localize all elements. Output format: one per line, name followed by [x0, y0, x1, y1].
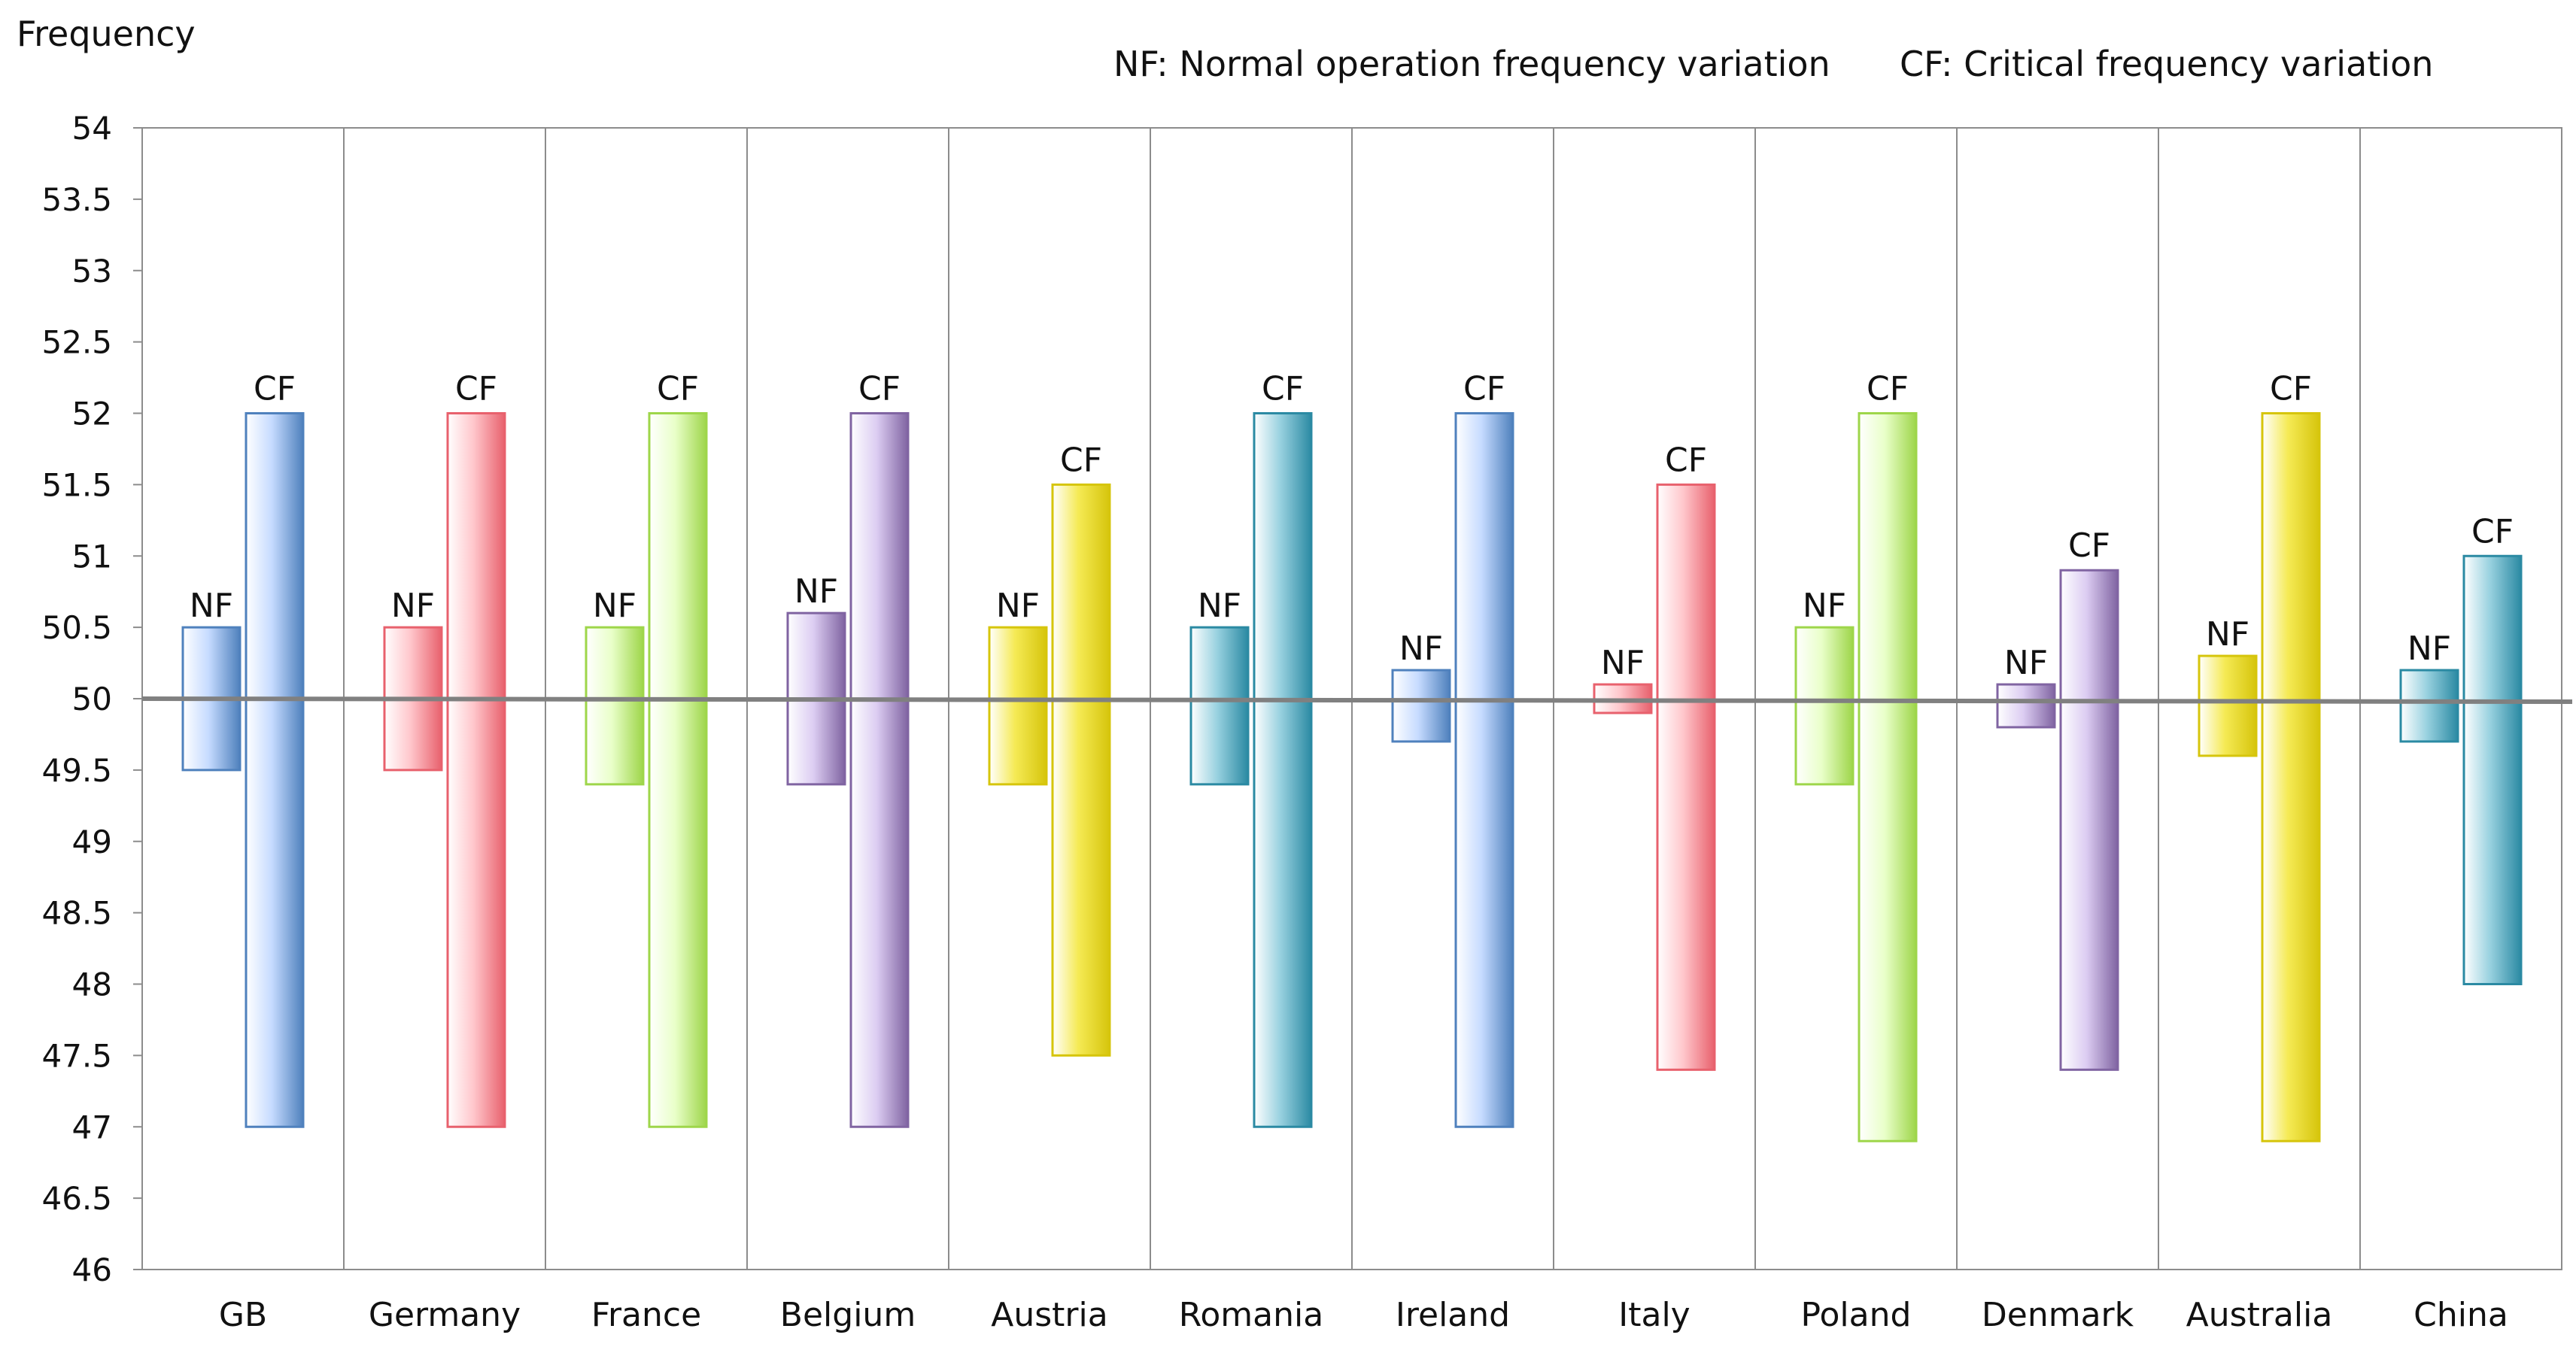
- y-tick-label: 49: [72, 824, 112, 860]
- y-tick-label: 47.5: [41, 1037, 112, 1074]
- nf-bar-austria: [988, 626, 1048, 786]
- x-tick-label-italy: Italy: [1618, 1296, 1690, 1334]
- y-tick-label: 53.5: [41, 181, 112, 218]
- nf-label: NF: [1601, 644, 1645, 682]
- cf-bar-ireland: [1454, 412, 1514, 1128]
- cf-bar-romania: [1253, 412, 1313, 1128]
- y-tick-label: 51: [72, 538, 112, 575]
- y-axis-title: Frequency: [17, 14, 196, 54]
- cf-label: CF: [1262, 370, 1304, 408]
- x-tick-label-romania: Romania: [1179, 1296, 1323, 1334]
- cf-label: CF: [2068, 526, 2110, 565]
- x-tick-label-denmark: Denmark: [1982, 1296, 2134, 1334]
- nf-bar-china: [2399, 669, 2459, 743]
- reference-line: [141, 696, 2573, 704]
- cf-bar-denmark: [2059, 569, 2119, 1071]
- cf-label: CF: [858, 370, 901, 408]
- y-tick-label: 49.5: [41, 752, 112, 789]
- cf-label: CF: [1867, 370, 1909, 408]
- y-tick-label: 48.5: [41, 895, 112, 932]
- cf-bar-austria: [1051, 483, 1111, 1057]
- x-tick-label-ireland: Ireland: [1396, 1296, 1510, 1334]
- y-tick-label: 47: [72, 1109, 112, 1145]
- y-tick-label: 50.5: [41, 609, 112, 646]
- y-tick-label: 54: [72, 110, 112, 147]
- cf-bar-gb: [245, 412, 305, 1128]
- cf-label: CF: [1463, 370, 1505, 408]
- y-tick-label: 48: [72, 966, 112, 1003]
- nf-bar-romania: [1189, 626, 1250, 786]
- reference-line-group: [141, 696, 2573, 704]
- nf-label: NF: [996, 587, 1040, 625]
- cf-bar-italy: [1656, 483, 1716, 1071]
- nf-label: NF: [2407, 629, 2451, 668]
- cf-bar-china: [2462, 554, 2523, 985]
- nf-bar-poland: [1794, 626, 1855, 786]
- nf-label: NF: [1399, 629, 1443, 668]
- nf-label: NF: [593, 587, 636, 625]
- x-tick-label-china: China: [2413, 1296, 2508, 1334]
- legend-cf: CF: Critical frequency variation: [1900, 44, 2434, 84]
- cf-bar-australia: [2261, 412, 2321, 1142]
- nf-label: NF: [1198, 587, 1241, 625]
- cf-label: CF: [2471, 512, 2514, 551]
- nf-label: NF: [2004, 644, 2048, 682]
- x-tick-label-germany: Germany: [369, 1296, 521, 1334]
- x-tick-label-austria: Austria: [991, 1296, 1107, 1334]
- cf-label: CF: [657, 370, 699, 408]
- cf-label: CF: [455, 370, 497, 408]
- x-tick-label-france: France: [591, 1296, 701, 1334]
- cf-bar-france: [648, 412, 708, 1128]
- legend-nf: NF: Normal operation frequency variation: [1113, 44, 1830, 84]
- y-tick-label: 50: [72, 681, 112, 717]
- nf-label: NF: [794, 572, 838, 611]
- y-axis: 46 46.5 47 47.5 48 48.5 49 49.5 50 50.5 51 51.5 52 52…: [41, 110, 142, 1288]
- x-tick-label-belgium: Belgium: [780, 1296, 916, 1334]
- x-axis: GB Germany France Belgium Austria Romania Irel…: [219, 1296, 2508, 1334]
- cf-label: CF: [1060, 441, 1102, 479]
- y-tick-label: 51.5: [41, 466, 112, 503]
- cf-bar-germany: [446, 412, 506, 1128]
- y-tick-label: 46.5: [41, 1180, 112, 1217]
- nf-bar-australia: [2198, 654, 2258, 757]
- cf-bar-belgium: [849, 412, 910, 1128]
- nf-bar-ireland: [1391, 669, 1451, 743]
- nf-label: NF: [391, 587, 435, 625]
- nf-label: NF: [1803, 587, 1846, 625]
- nf-label: NF: [190, 587, 233, 625]
- cf-label: CF: [1665, 441, 1707, 479]
- x-tick-label-australia: Australia: [2186, 1296, 2333, 1334]
- x-tick-label-gb: GB: [219, 1296, 267, 1334]
- nf-bar-denmark: [1996, 683, 2056, 729]
- y-tick-label: 46: [72, 1251, 112, 1288]
- cf-label: CF: [2270, 370, 2312, 408]
- x-tick-label-poland: Poland: [1801, 1296, 1912, 1334]
- nf-label: NF: [2206, 615, 2249, 654]
- y-tick-label: 53: [72, 253, 112, 290]
- nf-bar-france: [585, 626, 645, 786]
- cf-bar-poland: [1858, 412, 1918, 1142]
- y-tick-label: 52.5: [41, 324, 112, 361]
- cf-label: CF: [254, 370, 296, 408]
- y-tick-label: 52: [72, 396, 112, 432]
- bars: NF CF NF CF NF CF NF CF NF CF NF CF NF CF NF CF NF CF NF CF…: [181, 370, 2523, 1142]
